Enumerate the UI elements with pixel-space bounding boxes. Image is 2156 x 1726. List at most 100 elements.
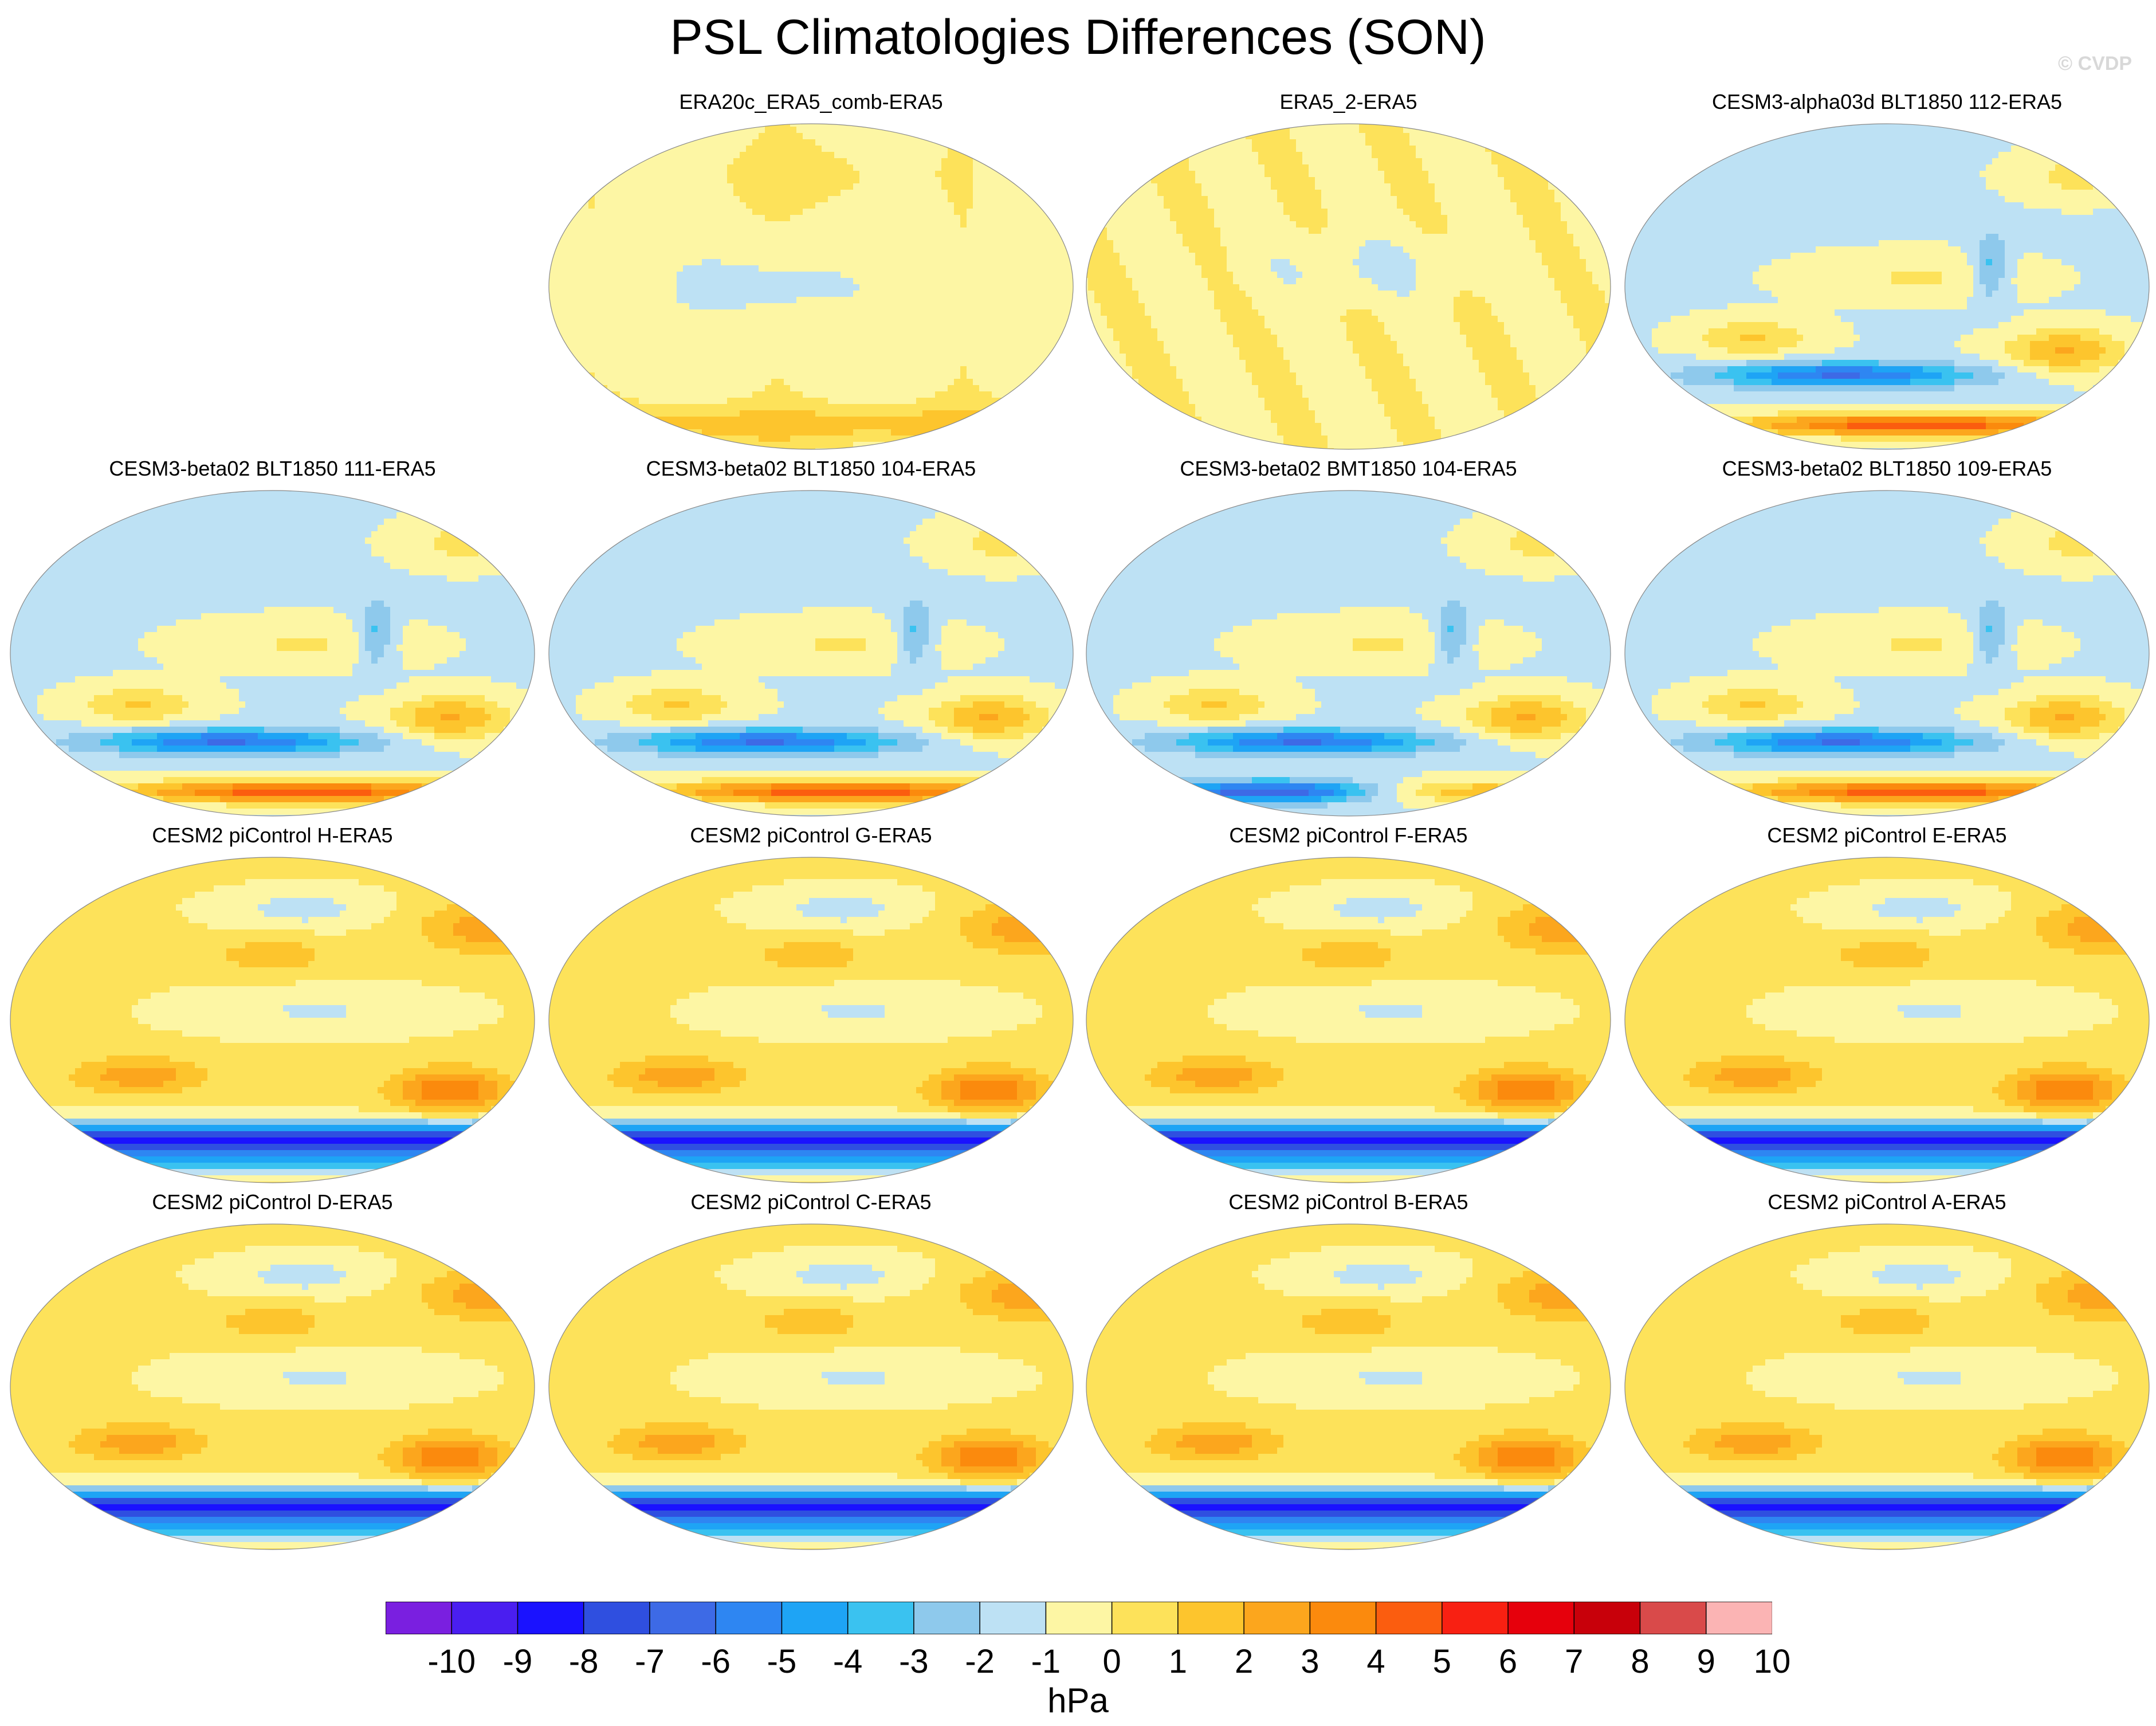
panel-title: CESM2 piControl C-ERA5 (544, 1186, 1078, 1218)
contour-cells (544, 120, 1078, 453)
colorbar-tick-label: 4 (1366, 1639, 1385, 1685)
colorbar-tick-label: 3 (1301, 1639, 1319, 1685)
map-panel: CESM2 piControl B-ERA5 (1082, 1186, 1615, 1553)
panel-title: CESM2 piControl G-ERA5 (544, 819, 1078, 852)
panel-title: CESM2 piControl D-ERA5 (6, 1186, 539, 1218)
colorbar-swatch (1640, 1602, 1707, 1634)
colorbar-tick-label: -10 (427, 1639, 476, 1685)
map-panel: CESM2 piControl C-ERA5 (544, 1186, 1078, 1553)
colorbar-swatch (1112, 1602, 1179, 1634)
colorbar-swatch (1706, 1602, 1772, 1634)
colorbar-tick-label: 9 (1697, 1639, 1715, 1685)
colorbar-swatches (386, 1602, 1772, 1634)
credit-label: © CVDP (2058, 53, 2132, 75)
map-panel: CESM3-beta02 BMT1850 104-ERA5 (1082, 453, 1615, 819)
panel-title: CESM3-beta02 BMT1850 104-ERA5 (1082, 453, 1615, 485)
colorbar-swatch (1376, 1602, 1443, 1634)
map-panel: CESM2 piControl G-ERA5 (544, 819, 1078, 1186)
colorbar-swatch (914, 1602, 980, 1634)
contour-cells (6, 1221, 539, 1553)
map-field (544, 120, 1078, 453)
colorbar-tick-label: 7 (1565, 1639, 1583, 1685)
contour-cells (1082, 487, 1615, 819)
panel-title: ERA20c_ERA5_comb-ERA5 (544, 86, 1078, 118)
contour-cells (1620, 1221, 2154, 1553)
colorbar-swatch (1442, 1602, 1509, 1634)
map-field (1620, 120, 2154, 453)
colorbar-swatch (980, 1602, 1046, 1634)
map-field (544, 854, 1078, 1186)
map-panel: CESM3-beta02 BLT1850 111-ERA5 (6, 453, 539, 819)
map-field (6, 1221, 539, 1553)
contour-cells (6, 854, 539, 1186)
map-field (1082, 120, 1615, 453)
colorbar-tick-label: -6 (701, 1639, 731, 1685)
map-field (1620, 1221, 2154, 1553)
colorbar-labels: -10 -9 -8 -7 -6 -5 -4 -3 -2 -1 0 1 2 3 4 5 6 7 8 9 10 (386, 1639, 1772, 1685)
map-field (1082, 487, 1615, 819)
figure-title: PSL Climatologies Differences (SON) (0, 6, 2156, 69)
colorbar-swatch (781, 1602, 848, 1634)
colorbar-tick-label: -7 (635, 1639, 665, 1685)
map-field (6, 854, 539, 1186)
map-panel: CESM3-beta02 BLT1850 104-ERA5 (544, 453, 1078, 819)
contour-cells (544, 487, 1078, 819)
colorbar-tick-label: 6 (1499, 1639, 1517, 1685)
map-panel: CESM2 piControl D-ERA5 (6, 1186, 539, 1553)
colorbar-swatch (1244, 1602, 1310, 1634)
colorbar-tick-label: -2 (965, 1639, 995, 1685)
colorbar-swatch (386, 1602, 452, 1634)
colorbar-tick-label: -4 (833, 1639, 863, 1685)
colorbar-tick-label: 0 (1102, 1639, 1121, 1685)
map-field (6, 487, 539, 819)
colorbar-tick-label: 2 (1235, 1639, 1253, 1685)
contour-cells (6, 487, 539, 819)
contour-cells (1082, 854, 1615, 1186)
colorbar (386, 1602, 1772, 1634)
contour-cells (1082, 1221, 1615, 1553)
map-panel: CESM3-alpha03d BLT1850 112-ERA5 (1620, 86, 2154, 453)
contour-cells (544, 1221, 1078, 1553)
panel-title: CESM2 piControl H-ERA5 (6, 819, 539, 852)
panel-title: ERA5_2-ERA5 (1082, 86, 1615, 118)
panel-title: CESM3-beta02 BLT1850 104-ERA5 (544, 453, 1078, 485)
colorbar-tick-label: 5 (1433, 1639, 1451, 1685)
panel-title: CESM2 piControl F-ERA5 (1082, 819, 1615, 852)
colorbar-swatch (1574, 1602, 1640, 1634)
colorbar-swatch (650, 1602, 716, 1634)
contour-cells (1620, 854, 2154, 1186)
contour-cells (544, 854, 1078, 1186)
panel-title: CESM2 piControl B-ERA5 (1082, 1186, 1615, 1218)
colorbar-swatch (584, 1602, 650, 1634)
colorbar-tick-label: 10 (1754, 1639, 1791, 1685)
map-panel: ERA5_2-ERA5 (1082, 86, 1615, 453)
contour-cells (1082, 120, 1615, 453)
map-panel: ERA20c_ERA5_comb-ERA5 (544, 86, 1078, 453)
panel-title: CESM3-alpha03d BLT1850 112-ERA5 (1620, 86, 2154, 118)
colorbar-tick-label: 1 (1169, 1639, 1187, 1685)
map-field (1082, 1221, 1615, 1553)
colorbar-swatch (1310, 1602, 1376, 1634)
colorbar-units: hPa (0, 1679, 2156, 1723)
map-panel: CESM2 piControl E-ERA5 (1620, 819, 2154, 1186)
colorbar-swatch (451, 1602, 518, 1634)
panel-title: CESM3-beta02 BLT1850 111-ERA5 (6, 453, 539, 485)
map-field (1620, 487, 2154, 819)
colorbar-tick-label: 8 (1631, 1639, 1649, 1685)
map-panel: CESM2 piControl F-ERA5 (1082, 819, 1615, 1186)
contour-cells (1620, 487, 2154, 819)
contour-cells (1620, 120, 2154, 453)
map-field (544, 487, 1078, 819)
colorbar-tick-label: -3 (899, 1639, 929, 1685)
colorbar-tick-label: -5 (767, 1639, 797, 1685)
colorbar-swatch (517, 1602, 584, 1634)
colorbar-swatch (1508, 1602, 1574, 1634)
colorbar-swatch (1178, 1602, 1244, 1634)
map-field (544, 1221, 1078, 1553)
map-field (1082, 854, 1615, 1186)
colorbar-swatch (1046, 1602, 1112, 1634)
map-panel: CESM2 piControl H-ERA5 (6, 819, 539, 1186)
colorbar-swatch (716, 1602, 782, 1634)
colorbar-swatch (848, 1602, 914, 1634)
map-panel: CESM3-beta02 BLT1850 109-ERA5 (1620, 453, 2154, 819)
